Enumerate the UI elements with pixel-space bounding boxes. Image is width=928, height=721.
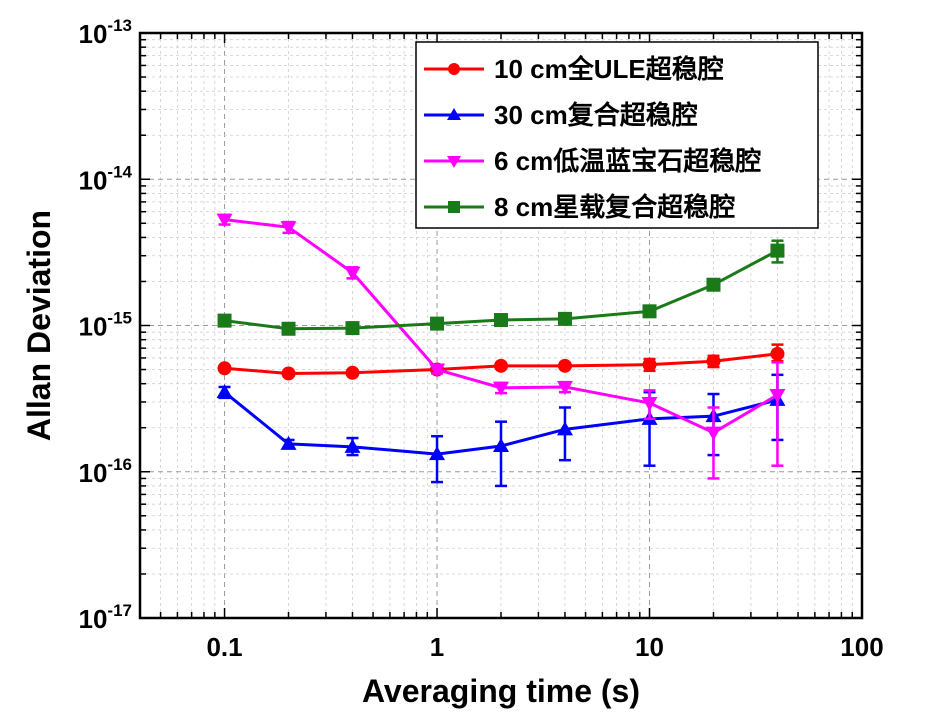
legend-item: 8 cm星载复合超稳腔 — [424, 192, 735, 222]
x-tick-label: 1 — [430, 632, 444, 662]
y-tick-base: 10 — [79, 312, 108, 342]
data-point-square — [345, 321, 360, 336]
data-point-triangle-up — [556, 421, 573, 436]
data-point-square — [642, 304, 657, 319]
x-tick-label: 10 — [635, 632, 664, 662]
y-tick-label: 10-14 — [79, 162, 133, 195]
data-point-triangle-up — [429, 446, 446, 461]
error-bar — [495, 420, 507, 488]
legend-label: 6 cm低温蓝宝石超稳腔 — [494, 146, 761, 176]
legend-item: 30 cm复合超稳腔 — [424, 100, 698, 130]
y-tick-label: 10-13 — [79, 16, 133, 49]
data-point-square — [448, 201, 460, 213]
data-point-triangle-down — [447, 156, 461, 168]
series-layer — [216, 213, 786, 488]
y-tick-base: 10 — [79, 165, 108, 195]
data-point-triangle-down — [216, 213, 233, 228]
legend-item: 6 cm低温蓝宝石超稳腔 — [424, 146, 761, 176]
legend-label: 8 cm星载复合超稳腔 — [494, 192, 735, 222]
data-point-circle — [217, 361, 232, 376]
data-point-triangle-down — [429, 363, 446, 378]
y-tick-label: 10-15 — [79, 309, 133, 342]
data-point-circle — [494, 358, 508, 373]
legend-label: 10 cm全ULE超稳腔 — [494, 54, 724, 84]
y-tick-exponent: -15 — [107, 309, 132, 328]
y-tick-label: 10-16 — [79, 455, 133, 488]
y-tick-exponent: -16 — [107, 455, 132, 474]
series-3 — [216, 213, 786, 480]
legend-box — [415, 41, 819, 229]
data-point-square — [217, 313, 232, 328]
error-bar — [771, 361, 784, 467]
data-point-circle — [281, 366, 296, 381]
data-point-triangle-down — [493, 381, 509, 396]
data-point-circle — [557, 358, 572, 373]
data-point-square — [430, 316, 445, 331]
data-point-triangle-down — [641, 397, 658, 412]
x-tick-label: 0.1 — [206, 632, 242, 662]
series-4 — [217, 239, 785, 336]
data-point-circle — [448, 63, 460, 75]
legend-item: 10 cm全ULE超稳腔 — [424, 54, 724, 84]
data-point-triangle-up — [344, 438, 361, 453]
y-tick-base: 10 — [79, 604, 108, 634]
y-tick-label: 10-17 — [79, 601, 133, 634]
legend-label: 30 cm复合超稳腔 — [494, 100, 698, 130]
data-point-circle — [642, 357, 657, 372]
y-tick-exponent: -14 — [107, 162, 132, 181]
legend: 10 cm全ULE超稳腔 30 cm复合超稳腔 6 cm低温蓝宝石超稳腔 8 cm星载… — [415, 41, 819, 229]
axis-ticks — [139, 32, 863, 619]
data-point-triangle-down — [344, 266, 361, 281]
data-point-square — [706, 277, 721, 292]
data-point-square — [281, 321, 296, 336]
data-point-triangle-up — [216, 384, 233, 399]
x-axis-label: Averaging time (s) — [362, 673, 640, 709]
data-point-square — [557, 311, 572, 326]
y-axis-label: Allan Deviation — [21, 210, 57, 441]
y-tick-base: 10 — [79, 19, 108, 49]
data-point-triangle-down — [280, 221, 297, 236]
y-tick-base: 10 — [79, 458, 108, 488]
y-tick-exponent: -17 — [107, 601, 132, 620]
data-point-square — [770, 243, 785, 258]
data-point-triangle-down — [769, 388, 786, 403]
data-point-triangle-up — [280, 435, 297, 450]
data-point-triangle-up — [447, 108, 461, 120]
data-point-triangle-down — [705, 426, 722, 441]
data-point-triangle-down — [556, 380, 573, 395]
data-point-circle — [345, 365, 360, 380]
y-tick-exponent: -13 — [107, 16, 132, 35]
data-point-square — [494, 313, 508, 328]
data-point-circle — [770, 346, 785, 361]
data-point-triangle-up — [493, 437, 509, 452]
x-tick-label: 100 — [840, 632, 883, 662]
error-bar — [707, 406, 720, 480]
data-point-circle — [706, 354, 721, 369]
